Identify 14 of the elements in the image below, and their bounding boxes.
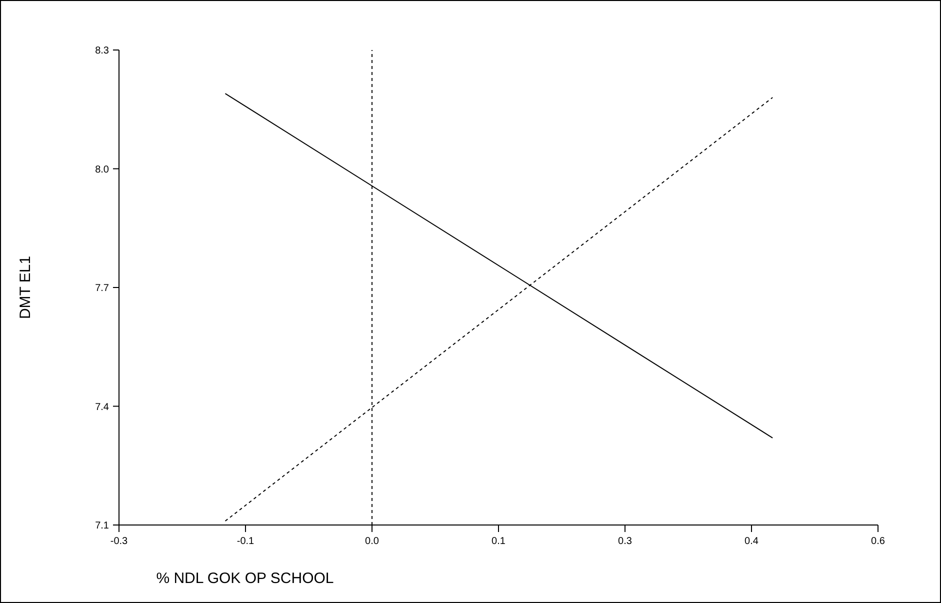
- x-tick-label: 0.0: [365, 536, 380, 547]
- y-tick-label: 7.1: [95, 520, 110, 532]
- y-tick-label: 7.7: [95, 283, 110, 294]
- x-tick-label: 0.6: [871, 536, 886, 547]
- y-tick-label: 7.4: [95, 402, 110, 413]
- y-tick-label: 8.3: [95, 46, 110, 56]
- x-tick-label: -0.1: [236, 536, 255, 547]
- x-tick-label: 0.1: [492, 536, 506, 547]
- x-axis-title: % NDL GOK OP SCHOOL: [156, 570, 334, 587]
- x-tick-label: 0.4: [744, 536, 759, 547]
- y-axis-title: DMT EL1: [17, 256, 34, 320]
- y-tick-label: 8.0: [95, 164, 110, 176]
- x-tick-label: -0.3: [110, 536, 128, 547]
- x-tick-label: 0.3: [618, 536, 632, 547]
